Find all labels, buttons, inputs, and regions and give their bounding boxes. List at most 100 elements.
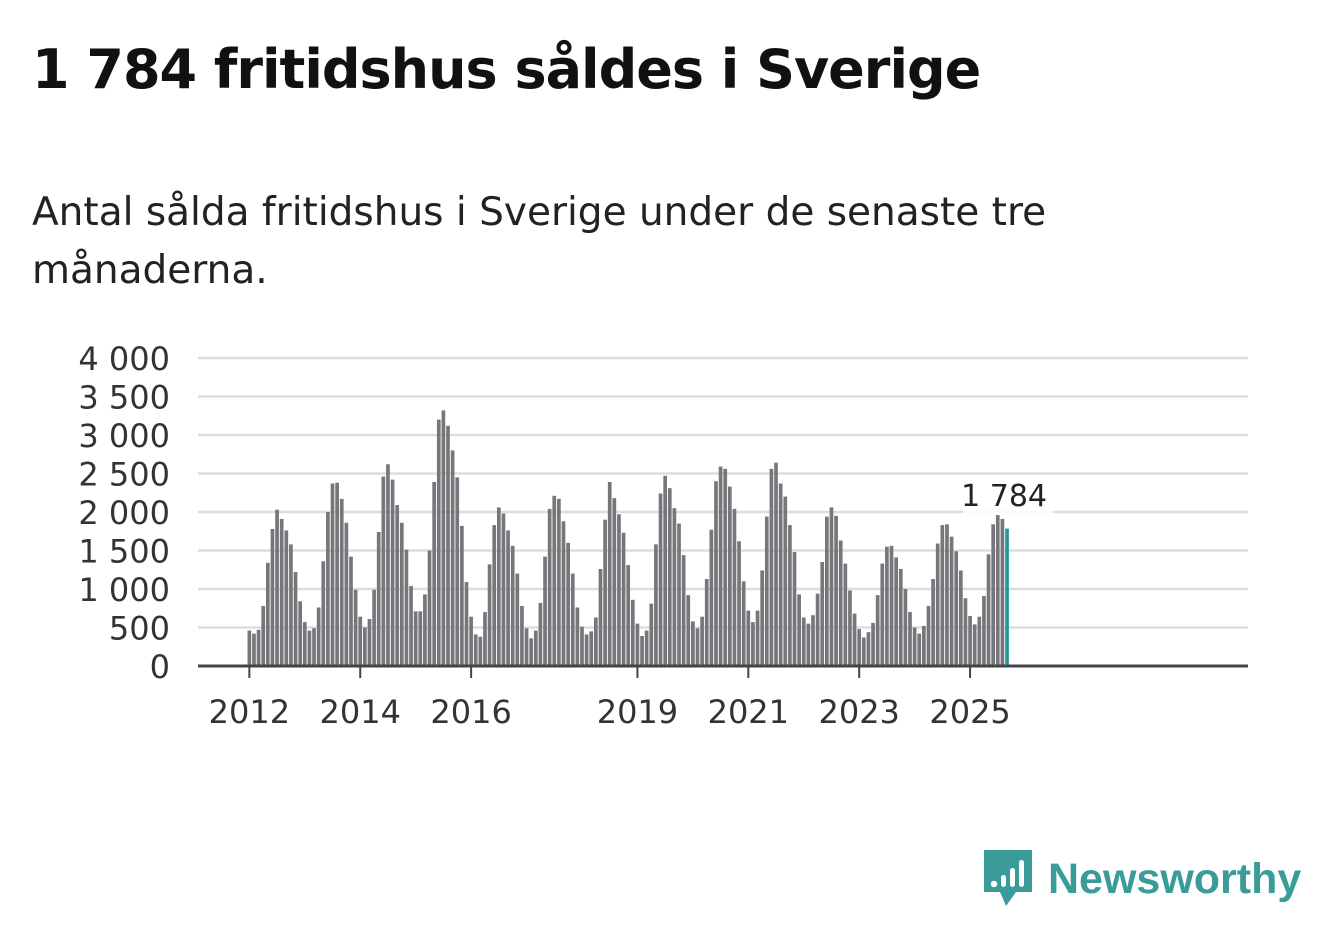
bar bbox=[594, 617, 598, 666]
bar bbox=[464, 582, 469, 666]
bar bbox=[630, 599, 635, 666]
bar bbox=[968, 615, 972, 666]
bar bbox=[436, 419, 441, 666]
bar bbox=[265, 562, 270, 666]
annotation-background bbox=[963, 475, 1054, 514]
bar bbox=[801, 617, 806, 666]
bar bbox=[293, 572, 298, 666]
bar bbox=[852, 613, 857, 666]
bar bbox=[778, 483, 783, 666]
bar bbox=[363, 627, 367, 666]
bar bbox=[316, 607, 321, 666]
bar bbox=[557, 498, 561, 666]
bar bbox=[866, 632, 871, 666]
bar bbox=[533, 630, 538, 666]
bar bbox=[501, 513, 506, 666]
bar bbox=[335, 482, 339, 666]
bar bbox=[469, 616, 473, 666]
x-axis-labels: 2012 2014 2016 2019 2021 2023 2025 bbox=[209, 693, 1011, 731]
bar bbox=[460, 525, 464, 666]
bar bbox=[649, 603, 654, 666]
bar bbox=[321, 561, 326, 666]
bar bbox=[520, 605, 524, 666]
bar bbox=[612, 498, 617, 666]
bar bbox=[386, 464, 390, 666]
bar bbox=[875, 595, 880, 666]
bar bbox=[376, 532, 381, 666]
bar bbox=[894, 557, 898, 666]
bars bbox=[247, 410, 1009, 666]
bar bbox=[270, 528, 275, 666]
bar bbox=[399, 522, 404, 666]
bar bbox=[450, 450, 455, 666]
bar bbox=[811, 615, 815, 666]
bar bbox=[603, 519, 607, 666]
bar bbox=[312, 628, 316, 666]
bar bbox=[626, 565, 631, 666]
chart-title: 1 784 fritidshus såldes i Sverige bbox=[32, 38, 981, 101]
bar bbox=[922, 625, 926, 666]
bar bbox=[344, 522, 349, 666]
bar bbox=[580, 626, 584, 666]
y-tick-label: 0 bbox=[150, 648, 170, 686]
bar bbox=[963, 598, 968, 666]
bar bbox=[432, 481, 436, 666]
bar bbox=[566, 542, 570, 666]
bar bbox=[718, 466, 723, 666]
bar bbox=[423, 594, 427, 666]
bar bbox=[691, 621, 695, 666]
bar bbox=[755, 610, 760, 666]
bar bbox=[353, 589, 358, 666]
bar bbox=[390, 479, 395, 666]
bar bbox=[977, 616, 982, 666]
bar bbox=[640, 635, 644, 666]
bar bbox=[695, 628, 700, 666]
bar bbox=[958, 570, 963, 666]
bar bbox=[709, 529, 714, 666]
bar bbox=[543, 556, 547, 666]
brand-name: Newsworthy bbox=[1048, 854, 1302, 903]
bar bbox=[995, 515, 1000, 666]
bar bbox=[409, 585, 413, 666]
bar bbox=[885, 546, 889, 666]
bar bbox=[774, 462, 778, 666]
bar bbox=[358, 616, 363, 666]
bar bbox=[552, 495, 557, 666]
bar bbox=[783, 496, 788, 666]
bar bbox=[903, 589, 908, 666]
bar bbox=[284, 530, 289, 666]
bar bbox=[764, 516, 769, 666]
bar bbox=[797, 594, 801, 666]
bar bbox=[681, 555, 686, 666]
bar bbox=[986, 554, 991, 666]
bar bbox=[617, 514, 621, 666]
bar bbox=[510, 545, 515, 666]
bar bbox=[584, 634, 589, 666]
bar bbox=[945, 524, 949, 666]
bar bbox=[478, 636, 483, 666]
bar bbox=[788, 525, 792, 666]
bar bbox=[727, 486, 732, 666]
bar bbox=[256, 629, 261, 666]
bar bbox=[723, 468, 728, 666]
bar bbox=[663, 475, 667, 666]
bar bbox=[506, 530, 510, 666]
bar bbox=[279, 518, 284, 666]
bar bbox=[935, 543, 940, 666]
x-tick-label: 2016 bbox=[430, 693, 511, 731]
bar bbox=[686, 595, 691, 666]
bar bbox=[714, 481, 718, 666]
bar-latest bbox=[1005, 528, 1009, 666]
y-tick-label: 500 bbox=[109, 610, 170, 648]
bar bbox=[538, 602, 543, 666]
y-tick-label: 1 000 bbox=[78, 571, 170, 609]
x-tick-label: 2025 bbox=[929, 693, 1010, 731]
bar bbox=[667, 488, 672, 666]
x-tick-label: 2023 bbox=[818, 693, 899, 731]
bar bbox=[621, 532, 626, 666]
bar bbox=[769, 468, 774, 666]
bar bbox=[838, 540, 843, 666]
newsworthy-logo-icon bbox=[984, 850, 1032, 906]
bar bbox=[529, 638, 534, 666]
